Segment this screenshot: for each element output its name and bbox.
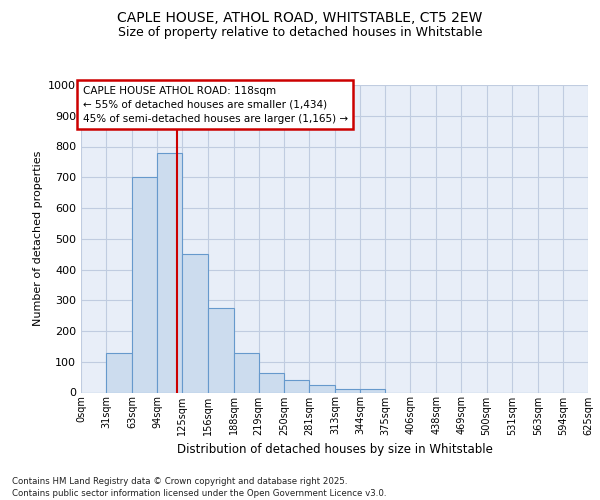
Y-axis label: Number of detached properties: Number of detached properties xyxy=(32,151,43,326)
Bar xyxy=(106,352,132,393)
Bar xyxy=(360,390,385,392)
Bar xyxy=(259,372,284,392)
Bar xyxy=(208,308,233,392)
X-axis label: Distribution of detached houses by size in Whitstable: Distribution of detached houses by size … xyxy=(176,443,493,456)
Text: CAPLE HOUSE, ATHOL ROAD, WHITSTABLE, CT5 2EW: CAPLE HOUSE, ATHOL ROAD, WHITSTABLE, CT5… xyxy=(118,11,482,25)
Bar xyxy=(182,254,208,392)
Text: CAPLE HOUSE ATHOL ROAD: 118sqm
← 55% of detached houses are smaller (1,434)
45% : CAPLE HOUSE ATHOL ROAD: 118sqm ← 55% of … xyxy=(83,86,348,124)
Text: Contains HM Land Registry data © Crown copyright and database right 2025.
Contai: Contains HM Land Registry data © Crown c… xyxy=(12,476,386,498)
Text: Size of property relative to detached houses in Whitstable: Size of property relative to detached ho… xyxy=(118,26,482,39)
Bar xyxy=(233,352,259,393)
Bar xyxy=(335,390,360,392)
Bar xyxy=(309,385,335,392)
Bar xyxy=(284,380,309,392)
Bar xyxy=(157,152,182,392)
Bar xyxy=(132,178,157,392)
